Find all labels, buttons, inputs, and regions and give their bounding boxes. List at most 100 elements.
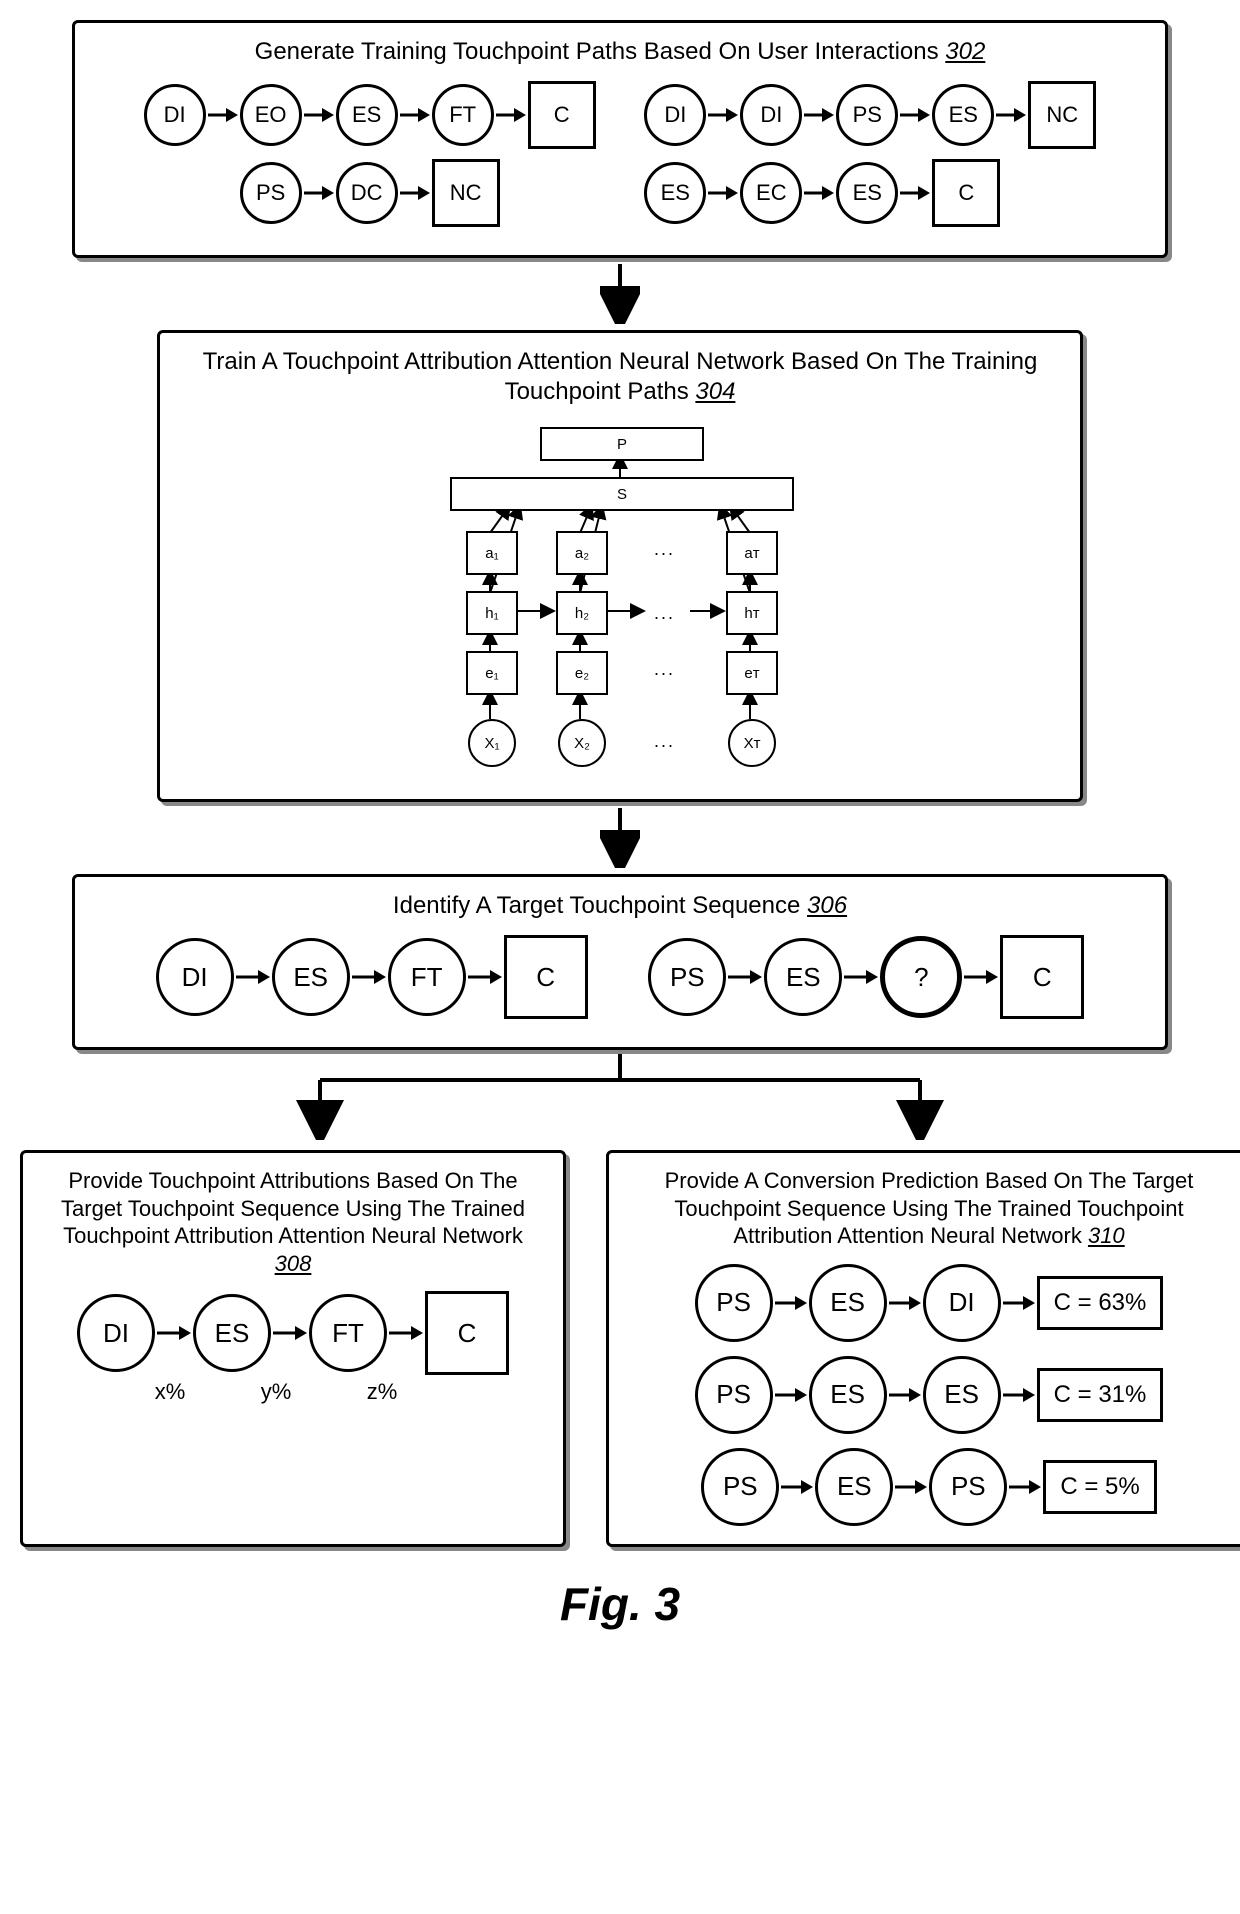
arrow-icon	[895, 1477, 927, 1497]
prediction-row: PSESPSC = 5%	[701, 1448, 1156, 1526]
arrow-icon	[496, 105, 526, 125]
box-304: Train A Touchpoint Attribution Attention…	[157, 330, 1083, 802]
path: DIEOESFTC	[144, 81, 596, 149]
touchpoint-node: ES	[272, 938, 350, 1016]
touchpoint-node: ES	[644, 162, 706, 224]
arrow-icon	[1003, 1293, 1035, 1313]
box-308-title: Provide Touchpoint Attributions Based On…	[43, 1167, 543, 1277]
arrow-icon	[208, 105, 238, 125]
result-node: C = 5%	[1043, 1460, 1156, 1514]
attribution-sequence: DIESFTC	[77, 1291, 509, 1375]
title-ref: 310	[1088, 1223, 1125, 1248]
touchpoint-node: DI	[144, 84, 206, 146]
box-304-title: Train A Touchpoint Attribution Attention…	[180, 347, 1060, 407]
paths-row-2: PSDCNC ESECESC	[95, 159, 1145, 227]
touchpoint-node: DI	[77, 1294, 155, 1372]
touchpoint-node: PS	[695, 1264, 773, 1342]
nn-e: eᴛ	[726, 651, 778, 695]
arrow-icon	[844, 967, 878, 987]
touchpoint-node: DI	[156, 938, 234, 1016]
down-arrow	[20, 264, 1220, 324]
nn-h: h₂	[556, 591, 608, 635]
outcome-node: C	[528, 81, 596, 149]
arrow-icon	[157, 1323, 191, 1343]
paths-row-1: DIEOESFTC DIDIPSESNC	[95, 81, 1145, 149]
arrow-icon	[900, 105, 930, 125]
nn-e: e₁	[466, 651, 518, 695]
outcome-node: C	[932, 159, 1000, 227]
arrow-icon	[352, 967, 386, 987]
arrow-icon	[728, 967, 762, 987]
arrow-icon	[389, 1323, 423, 1343]
title-text: Provide Touchpoint Attributions Based On…	[61, 1168, 525, 1248]
arrow-icon	[1003, 1385, 1035, 1405]
touchpoint-node: PS	[240, 162, 302, 224]
touchpoint-node: ES	[815, 1448, 893, 1526]
nn-a: aᴛ	[726, 531, 778, 575]
nn-dots: ...	[654, 539, 675, 560]
arrow-icon	[708, 105, 738, 125]
attribution-percent: z%	[346, 1379, 418, 1405]
touchpoint-node: PS	[648, 938, 726, 1016]
path: ESECESC	[644, 159, 1000, 227]
arrow-icon	[273, 1323, 307, 1343]
sequence: PSES?C	[648, 935, 1084, 1019]
touchpoint-node: ES	[809, 1356, 887, 1434]
seq-row: DI ES FT C PSES?C	[95, 935, 1145, 1019]
title-ref: 302	[945, 38, 985, 65]
touchpoint-node: DI	[644, 84, 706, 146]
result-node: C = 31%	[1037, 1368, 1164, 1422]
nn-h: hᴛ	[726, 591, 778, 635]
touchpoint-node: ES	[336, 84, 398, 146]
title-text: Identify A Target Touchpoint Sequence	[393, 892, 800, 919]
box-310-title: Provide A Conversion Prediction Based On…	[629, 1167, 1229, 1250]
attribution-percent: x%	[134, 1379, 206, 1405]
prediction-list: PSESDIC = 63%PSESESC = 31%PSESPSC = 5%	[629, 1264, 1229, 1526]
nn-h: h₁	[466, 591, 518, 635]
arrow-icon	[400, 183, 430, 203]
arrow-icon	[304, 105, 334, 125]
touchpoint-node: DC	[336, 162, 398, 224]
arrow-icon	[900, 183, 930, 203]
touchpoint-node: EO	[240, 84, 302, 146]
touchpoint-node: PS	[836, 84, 898, 146]
outcome-node: NC	[432, 159, 500, 227]
title-text: Train A Touchpoint Attribution Attention…	[203, 348, 1038, 405]
touchpoint-node: FT	[388, 938, 466, 1016]
arrow-icon	[708, 183, 738, 203]
touchpoint-node: DI	[740, 84, 802, 146]
arrow-icon	[236, 967, 270, 987]
touchpoint-node: PS	[695, 1356, 773, 1434]
outcome-node: C	[1000, 935, 1084, 1019]
touchpoint-node: PS	[701, 1448, 779, 1526]
nn-a: a₁	[466, 531, 518, 575]
arrow-icon	[804, 105, 834, 125]
bottom-row: Provide Touchpoint Attributions Based On…	[20, 1150, 1220, 1547]
outcome-node: C	[504, 935, 588, 1019]
arrow-icon	[781, 1477, 813, 1497]
nn-dots: ...	[654, 731, 675, 752]
arrow-icon	[804, 183, 834, 203]
result-node: C = 63%	[1037, 1276, 1164, 1330]
prediction-row: PSESESC = 31%	[695, 1356, 1164, 1434]
nn-x: X₂	[558, 719, 606, 767]
arrow-icon	[304, 183, 334, 203]
box-306: Identify A Target Touchpoint Sequence 30…	[72, 874, 1168, 1050]
touchpoint-node: ES	[932, 84, 994, 146]
path: DIDIPSESNC	[644, 81, 1096, 149]
nn-s: S	[450, 477, 794, 511]
figure-caption: Fig. 3	[20, 1577, 1220, 1631]
arrow-icon	[775, 1293, 807, 1313]
arrow-icon	[400, 105, 430, 125]
box-302-title: Generate Training Touchpoint Paths Based…	[95, 37, 1145, 67]
nn-x: Xᴛ	[728, 719, 776, 767]
title-ref: 306	[807, 892, 847, 919]
sequence: DI ES FT C	[156, 935, 588, 1019]
arrow-icon	[468, 967, 502, 987]
title-text: Generate Training Touchpoint Paths Based…	[255, 38, 939, 65]
touchpoint-node: DI	[923, 1264, 1001, 1342]
touchpoint-node: FT	[309, 1294, 387, 1372]
arrow-icon	[775, 1385, 807, 1405]
box-306-title: Identify A Target Touchpoint Sequence 30…	[95, 891, 1145, 921]
title-ref: 304	[695, 378, 735, 405]
